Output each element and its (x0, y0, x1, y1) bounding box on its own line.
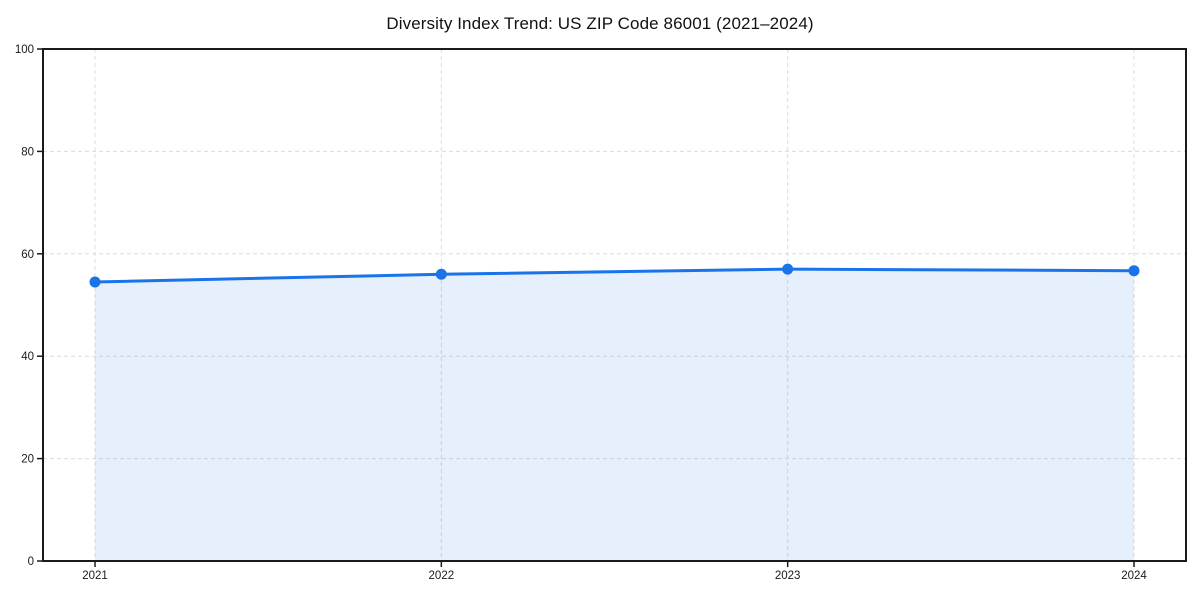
data-point-2021 (89, 276, 101, 288)
chart-title: Diversity Index Trend: US ZIP Code 86001… (386, 14, 814, 33)
x-axis-tick-label: 2024 (1121, 570, 1147, 582)
y-axis-tick-label: 40 (21, 351, 34, 363)
x-axis-tick-label: 2023 (775, 570, 801, 582)
data-point-2022 (435, 268, 447, 280)
plot-border (42, 48, 1187, 562)
x-axis-tick-label: 2021 (82, 570, 108, 582)
y-axis-tick-label: 100 (15, 44, 34, 56)
y-axis-tick-label: 0 (28, 556, 34, 568)
area-fill (95, 269, 1134, 561)
trend-line (93, 267, 1136, 284)
y-axis-tick-label: 80 (21, 146, 34, 158)
x-axis-tick-label: 2022 (429, 570, 455, 582)
data-point-2024 (1128, 265, 1140, 277)
y-axis-tick-label: 20 (21, 454, 34, 466)
y-axis-tick-label: 60 (21, 249, 34, 261)
data-point-2023 (782, 263, 794, 275)
